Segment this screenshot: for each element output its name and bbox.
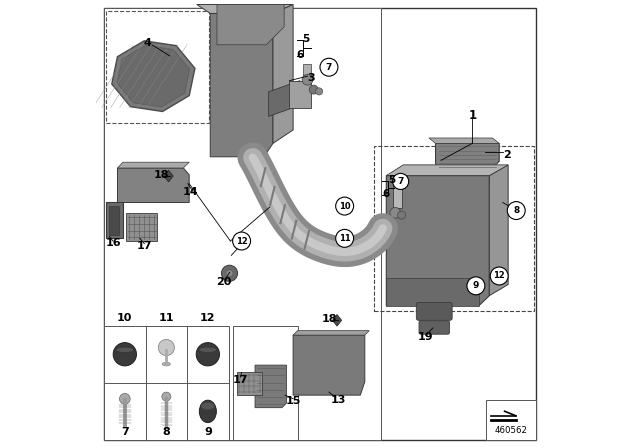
Circle shape <box>162 392 171 401</box>
FancyBboxPatch shape <box>233 326 298 440</box>
Text: 17: 17 <box>232 375 248 385</box>
Circle shape <box>336 229 354 247</box>
Circle shape <box>113 343 136 366</box>
Circle shape <box>397 211 406 219</box>
Text: 12: 12 <box>493 271 505 280</box>
Text: 6: 6 <box>296 50 303 60</box>
Circle shape <box>316 88 323 95</box>
Text: 5: 5 <box>388 175 396 185</box>
Text: 9: 9 <box>473 281 479 290</box>
FancyBboxPatch shape <box>104 326 228 440</box>
Text: 11: 11 <box>339 234 351 243</box>
FancyBboxPatch shape <box>486 400 536 440</box>
FancyBboxPatch shape <box>104 8 381 440</box>
Ellipse shape <box>199 347 217 353</box>
Text: 14: 14 <box>182 187 198 197</box>
Polygon shape <box>289 81 311 108</box>
Circle shape <box>302 74 313 85</box>
Polygon shape <box>106 202 123 238</box>
Text: 15: 15 <box>285 396 301 406</box>
Text: 16: 16 <box>105 238 121 248</box>
Text: 13: 13 <box>331 395 346 405</box>
Polygon shape <box>269 81 300 116</box>
Text: 19: 19 <box>418 332 433 342</box>
Text: 5: 5 <box>302 34 309 44</box>
Text: 10: 10 <box>339 202 351 211</box>
Polygon shape <box>436 143 499 170</box>
Polygon shape <box>217 4 284 45</box>
FancyBboxPatch shape <box>237 372 262 395</box>
Text: 7: 7 <box>121 427 129 437</box>
Polygon shape <box>109 206 119 235</box>
FancyBboxPatch shape <box>127 213 157 241</box>
Polygon shape <box>210 13 273 157</box>
FancyBboxPatch shape <box>419 321 449 334</box>
Text: 4: 4 <box>143 38 152 48</box>
Circle shape <box>233 232 251 250</box>
Text: 460562: 460562 <box>494 426 527 435</box>
Ellipse shape <box>201 402 214 409</box>
Circle shape <box>120 393 130 404</box>
Circle shape <box>490 267 508 285</box>
Circle shape <box>226 270 233 277</box>
Text: 12: 12 <box>200 313 216 323</box>
FancyBboxPatch shape <box>104 8 536 440</box>
Polygon shape <box>387 165 508 176</box>
Polygon shape <box>164 170 173 182</box>
Text: 12: 12 <box>236 237 248 246</box>
Text: 2: 2 <box>504 150 511 159</box>
Polygon shape <box>387 278 479 306</box>
FancyBboxPatch shape <box>392 185 403 208</box>
Circle shape <box>392 173 409 190</box>
Text: 1: 1 <box>468 109 476 122</box>
Polygon shape <box>387 176 490 306</box>
Polygon shape <box>255 365 287 408</box>
Polygon shape <box>273 4 293 143</box>
Text: 18: 18 <box>321 314 337 324</box>
Circle shape <box>158 340 174 356</box>
Polygon shape <box>118 168 189 202</box>
Text: 17: 17 <box>136 241 152 250</box>
Text: 9: 9 <box>204 427 212 437</box>
Circle shape <box>320 58 338 76</box>
Polygon shape <box>293 331 369 335</box>
Circle shape <box>336 197 354 215</box>
Circle shape <box>467 277 485 295</box>
Circle shape <box>390 207 401 218</box>
FancyBboxPatch shape <box>303 64 312 80</box>
Text: 11: 11 <box>159 313 174 323</box>
Text: 18: 18 <box>153 170 169 180</box>
Ellipse shape <box>163 362 170 366</box>
Polygon shape <box>118 162 189 168</box>
Text: 3: 3 <box>307 73 315 83</box>
Ellipse shape <box>116 347 134 353</box>
Polygon shape <box>332 314 342 326</box>
Text: 7: 7 <box>326 63 332 72</box>
Polygon shape <box>112 41 195 112</box>
Text: 7: 7 <box>397 177 404 186</box>
Polygon shape <box>197 4 293 13</box>
Circle shape <box>508 202 525 220</box>
Polygon shape <box>429 138 499 143</box>
FancyBboxPatch shape <box>417 302 452 320</box>
Circle shape <box>221 265 237 281</box>
Polygon shape <box>490 165 508 296</box>
Text: 8: 8 <box>163 427 170 437</box>
Text: 6: 6 <box>383 190 390 199</box>
Text: 10: 10 <box>117 313 132 323</box>
Polygon shape <box>117 45 189 107</box>
Circle shape <box>309 85 318 94</box>
Polygon shape <box>293 335 365 395</box>
FancyBboxPatch shape <box>106 11 209 123</box>
Text: 8: 8 <box>513 206 519 215</box>
Text: 20: 20 <box>216 277 232 287</box>
Circle shape <box>196 343 220 366</box>
Ellipse shape <box>199 400 216 422</box>
